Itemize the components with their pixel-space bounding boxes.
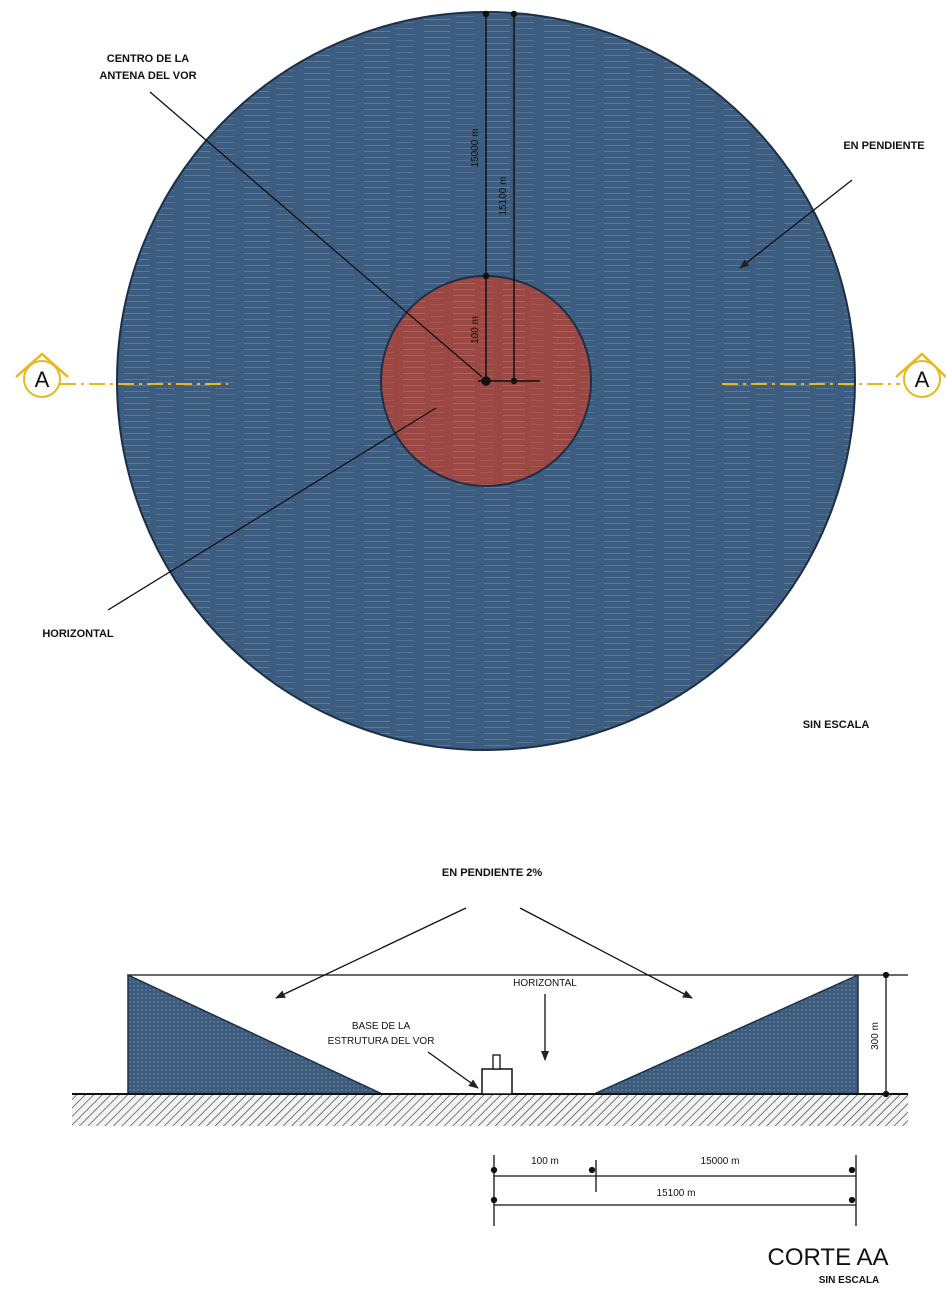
label-slope-2pct: EN PENDIENTE 2% <box>442 867 542 879</box>
scale-note-section: SIN ESCALA <box>819 1275 880 1286</box>
label-base-line1: BASE DE LA <box>352 1021 411 1032</box>
dim-height-300: 300 m <box>870 1022 881 1050</box>
section-marker-left: A <box>15 352 69 398</box>
leader-base <box>427 1051 479 1089</box>
label-horizontal-section: HORIZONTAL <box>513 978 577 989</box>
svg-text:A: A <box>915 367 930 392</box>
slope-left <box>127 973 383 1095</box>
dim-100: 100 m <box>531 1156 559 1167</box>
svg-text:A: A <box>35 367 50 392</box>
dim-outer-15100: 15100 m <box>498 177 509 216</box>
leader-slope-left <box>275 907 467 999</box>
slope-right <box>593 973 859 1095</box>
label-slope: EN PENDIENTE <box>843 140 924 152</box>
section-title: CORTE AA <box>768 1244 889 1271</box>
dim-15100: 15100 m <box>657 1188 696 1199</box>
radius-dimensions <box>478 10 540 386</box>
label-antenna-center-line2: ANTENA DEL VOR <box>99 70 196 82</box>
ground <box>72 1094 908 1126</box>
dim-outer-15000: 15000 m <box>470 129 481 168</box>
leader-slope-right <box>519 907 693 999</box>
label-horizontal: HORIZONTAL <box>42 628 114 640</box>
vor-structure <box>481 1054 513 1095</box>
leader-center <box>149 91 483 378</box>
label-base-line2: ESTRUTURA DEL VOR <box>328 1036 435 1047</box>
dim-inner-100: 100 m <box>470 316 481 344</box>
vor-antenna-center <box>481 376 491 386</box>
leader-slope <box>739 179 853 269</box>
plan-view: A A 15000 m 15100 m 100 m CENTRO DE LA A… <box>15 10 946 751</box>
height-dimension <box>862 971 908 1098</box>
section-marker-right: A <box>895 352 946 398</box>
section-view: EN PENDIENTE 2% HORIZONTAL BASE DE LA ES… <box>72 867 908 1286</box>
label-antenna-center-line1: CENTRO DE LA <box>107 53 190 65</box>
scale-note-plan: SIN ESCALA <box>803 719 870 731</box>
horizontal-dimensions <box>490 1155 857 1226</box>
leader-horizontal <box>107 407 437 611</box>
dim-15000: 15000 m <box>701 1156 740 1167</box>
